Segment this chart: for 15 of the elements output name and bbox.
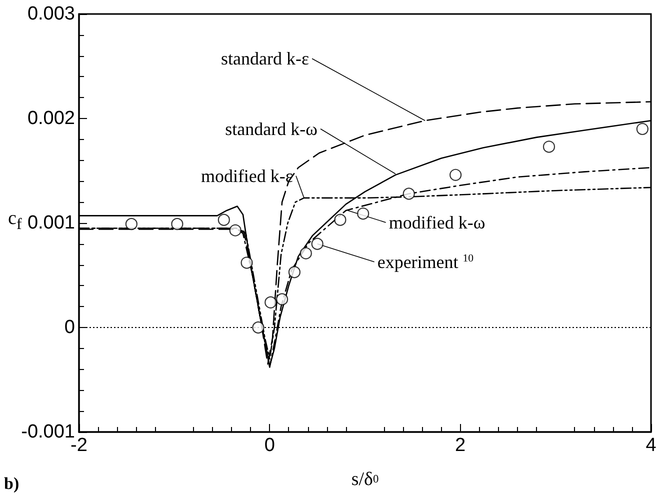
annotation: experiment 10	[377, 252, 474, 272]
text: b)	[4, 474, 20, 493]
x-tick-label: 2	[455, 435, 466, 456]
annotation: standard k-ω	[225, 118, 318, 139]
x-tick-label: 4	[646, 435, 657, 456]
y-tick-label: 0.003	[27, 4, 75, 24]
y-tick-label: 0	[64, 317, 75, 338]
y-tick-label: 0.001	[27, 212, 75, 234]
annotation: modified k-ω	[388, 212, 486, 232]
annotation: modified k-ε	[200, 166, 294, 186]
y-tick-label: -0.001	[21, 422, 75, 442]
x-tick-label: 0	[264, 435, 275, 456]
y-tick-label: 0.002	[27, 108, 75, 129]
y-axis-title: c$_{f}$	[8, 208, 22, 235]
annotation: standard k-ε	[221, 48, 310, 69]
